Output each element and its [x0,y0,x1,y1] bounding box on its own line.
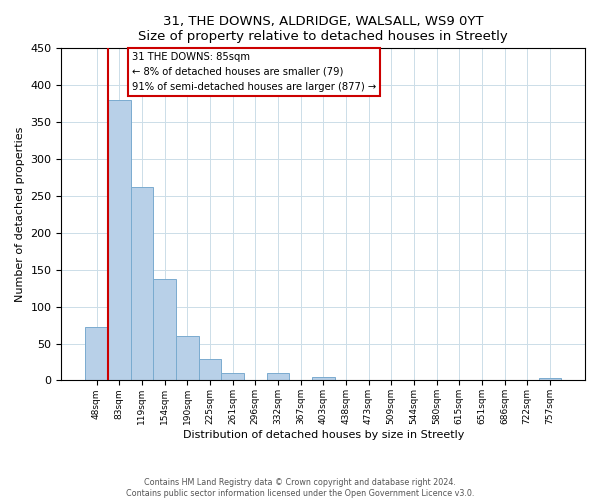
Text: Contains HM Land Registry data © Crown copyright and database right 2024.
Contai: Contains HM Land Registry data © Crown c… [126,478,474,498]
Bar [312,378,335,380]
Bar [85,328,108,380]
Title: 31, THE DOWNS, ALDRIDGE, WALSALL, WS9 0YT
Size of property relative to detached : 31, THE DOWNS, ALDRIDGE, WALSALL, WS9 0Y… [139,15,508,43]
Bar [153,280,176,380]
Bar [266,373,289,380]
Bar [108,100,131,380]
Bar [131,187,153,380]
Bar [539,378,561,380]
Y-axis label: Number of detached properties: Number of detached properties [15,126,25,302]
Bar [221,373,244,380]
Text: 31 THE DOWNS: 85sqm
← 8% of detached houses are smaller (79)
91% of semi-detache: 31 THE DOWNS: 85sqm ← 8% of detached hou… [131,52,376,92]
Bar [176,336,199,380]
Bar [199,359,221,380]
X-axis label: Distribution of detached houses by size in Streetly: Distribution of detached houses by size … [182,430,464,440]
